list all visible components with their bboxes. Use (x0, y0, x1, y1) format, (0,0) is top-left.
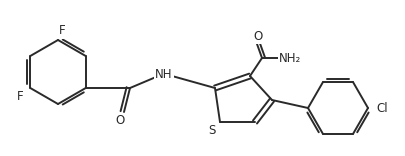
Text: S: S (208, 124, 216, 137)
Text: Cl: Cl (376, 102, 388, 115)
Text: NH: NH (155, 68, 173, 80)
Text: F: F (17, 90, 23, 103)
Text: NH₂: NH₂ (279, 51, 301, 64)
Text: O: O (254, 29, 262, 42)
Text: O: O (115, 115, 125, 127)
Text: F: F (59, 24, 65, 37)
